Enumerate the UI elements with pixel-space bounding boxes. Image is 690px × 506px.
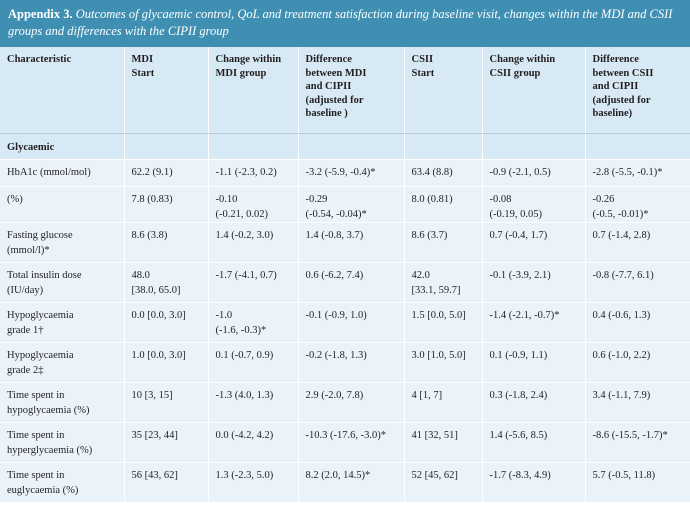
table-row: Hypoglycaemia grade 1† 0.0 [0.0, 3.0] -1… xyxy=(0,302,690,343)
row-label: HbA1c (mmol/mol) xyxy=(0,159,125,187)
table-cell: -0.1 (-0.9, 1.0) xyxy=(298,302,405,343)
table-cell: -1.3 (4.0, 1.3) xyxy=(208,382,299,423)
table-cell: -0.9 (-2.1, 0.5) xyxy=(482,159,586,187)
table-cell: 62.2 (9.1) xyxy=(124,159,209,187)
table-cell: -3.2 (-5.9, -0.4)* xyxy=(298,159,405,187)
table-title: Appendix 3. Outcomes of glycaemic contro… xyxy=(0,0,690,47)
table-cell: 2.9 (-2.0, 7.8) xyxy=(298,382,405,423)
header-change-csii: Change within CSII group xyxy=(482,47,586,134)
row-label: Time spent in hyperglycaemia (%) xyxy=(0,422,125,463)
table-cell: -0.8 (-7.7, 6.1) xyxy=(585,262,690,303)
table-cell: 0.7 (-1.4, 2.8) xyxy=(585,222,690,263)
header-characteristic: Characteristic xyxy=(0,47,125,134)
table-cell: -1.7 (-8.3, 4.9) xyxy=(482,462,586,503)
table-cell: 1.5 [0.0, 5.0] xyxy=(404,302,483,343)
header-change-mdi: Change within MDI group xyxy=(208,47,299,134)
table-cell: 0.1 (-0.9, 1.1) xyxy=(482,342,586,383)
header-csii-start: CSII Start xyxy=(404,47,483,134)
table-cell: 0.0 [0.0, 3.0] xyxy=(124,302,209,343)
table-cell: 8.6 (3.8) xyxy=(124,222,209,263)
row-label: Time spent in euglycaemia (%) xyxy=(0,462,125,503)
row-label: Fasting glucose (mmol/l)* xyxy=(0,222,125,263)
header-diff-csii-cipii: Difference between CSII and CIPII (adjus… xyxy=(585,47,690,134)
table-cell: 42.0 [33.1, 59.7] xyxy=(404,262,483,303)
table-cell: 0.7 (-0.4, 1.7) xyxy=(482,222,586,263)
table-cell: -2.8 (-5.5, -0.1)* xyxy=(585,159,690,187)
table-cell: 1.4 (-0.2, 3.0) xyxy=(208,222,299,263)
table-cell: 35 [23, 44] xyxy=(124,422,209,463)
table-row: Hypoglycaemia grade 2‡ 1.0 [0.0, 3.0] 0.… xyxy=(0,342,690,383)
table-cell: 41 [32, 51] xyxy=(404,422,483,463)
table-cell: 8.0 (0.81) xyxy=(404,186,483,223)
table-cell: 1.3 (-2.3, 5.0) xyxy=(208,462,299,503)
table-cell: 0.6 (-1.0, 2.2) xyxy=(585,342,690,383)
table-cell: -8.6 (-15.5, -1.7)* xyxy=(585,422,690,463)
table-cell: 3.4 (-1.1, 7.9) xyxy=(585,382,690,423)
appendix-label: Appendix 3. xyxy=(8,7,73,21)
table-cell: 3.0 [1.0, 5.0] xyxy=(404,342,483,383)
row-label: Hypoglycaemia grade 1† xyxy=(0,302,125,343)
table-cell: 1.0 [0.0, 3.0] xyxy=(124,342,209,383)
table-cell: -1.4 (-2.1, -0.7)* xyxy=(482,302,586,343)
table-row: (%) 7.8 (0.83) -0.10 (-0.21, 0.02) -0.29… xyxy=(0,186,690,223)
table-row: Total insulin dose (IU/day) 48.0 [38.0, … xyxy=(0,262,690,303)
table-cell: 63.4 (8.8) xyxy=(404,159,483,187)
table-cell: 48.0 [38.0, 65.0] xyxy=(124,262,209,303)
row-label: Hypoglycaemia grade 2‡ xyxy=(0,342,125,383)
outcomes-table: Characteristic MDI Start Change within M… xyxy=(0,47,690,503)
table-cell: 4 [1, 7] xyxy=(404,382,483,423)
table-cell: 10 [3, 15] xyxy=(124,382,209,423)
table-cell: 0.1 (-0.7, 0.9) xyxy=(208,342,299,383)
table-cell: -0.29 (-0.54, -0.04)* xyxy=(298,186,405,223)
table-cell: -1.0 (-1.6, -0.3)* xyxy=(208,302,299,343)
section-label: Glycaemic xyxy=(0,133,125,160)
table-cell: -0.2 (-1.8, 1.3) xyxy=(298,342,405,383)
header-diff-mdi-cipii: Difference between MDI and CIPII (adjust… xyxy=(298,47,405,134)
table-cell: 0.6 (-6.2, 7.4) xyxy=(298,262,405,303)
table-cell: -0.10 (-0.21, 0.02) xyxy=(208,186,299,223)
table-row: Fasting glucose (mmol/l)* 8.6 (3.8) 1.4 … xyxy=(0,222,690,263)
table-row: HbA1c (mmol/mol) 62.2 (9.1) -1.1 (-2.3, … xyxy=(0,159,690,187)
table-row: Time spent in hyperglycaemia (%) 35 [23,… xyxy=(0,422,690,463)
row-label: (%) xyxy=(0,186,125,223)
table-cell: -1.7 (-4.1, 0.7) xyxy=(208,262,299,303)
table-row: Time spent in hypoglycaemia (%) 10 [3, 1… xyxy=(0,382,690,423)
table-cell: -0.08 (-0.19, 0.05) xyxy=(482,186,586,223)
table-cell: -0.1 (-3.9, 2.1) xyxy=(482,262,586,303)
table-cell: -1.1 (-2.3, 0.2) xyxy=(208,159,299,187)
row-label: Time spent in hypoglycaemia (%) xyxy=(0,382,125,423)
header-mdi-start: MDI Start xyxy=(124,47,209,134)
table-cell: 0.4 (-0.6, 1.3) xyxy=(585,302,690,343)
table-cell: 0.0 (-4.2, 4.2) xyxy=(208,422,299,463)
table-cell: 1.4 (-5.6, 8.5) xyxy=(482,422,586,463)
section-row-glycaemic: Glycaemic xyxy=(0,133,690,160)
header-row: Characteristic MDI Start Change within M… xyxy=(0,47,690,134)
table-row: Time spent in euglycaemia (%) 56 [43, 62… xyxy=(0,462,690,503)
table-cell: 1.4 (-0.8, 3.7) xyxy=(298,222,405,263)
table-cell: 0.3 (-1.8, 2.4) xyxy=(482,382,586,423)
table-cell: 7.8 (0.83) xyxy=(124,186,209,223)
table-cell: -10.3 (-17.6, -3.0)* xyxy=(298,422,405,463)
row-label: Total insulin dose (IU/day) xyxy=(0,262,125,303)
caption-text: Outcomes of glycaemic control, QoL and t… xyxy=(8,7,673,38)
table-cell: 5.7 (-0.5, 11.8) xyxy=(585,462,690,503)
table-cell: 8.2 (2.0, 14.5)* xyxy=(298,462,405,503)
table-cell: 8.6 (3.7) xyxy=(404,222,483,263)
table-cell: -0.26 (-0.5, -0.01)* xyxy=(585,186,690,223)
table-cell: 52 [45, 62] xyxy=(404,462,483,503)
table-cell: 56 [43, 62] xyxy=(124,462,209,503)
